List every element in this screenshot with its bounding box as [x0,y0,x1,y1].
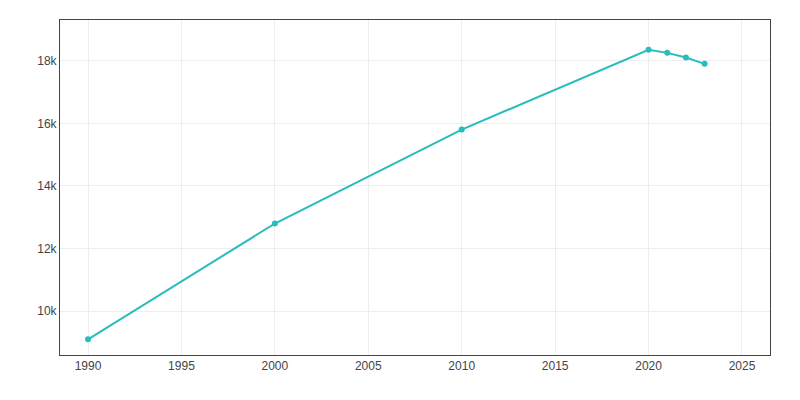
svg-text:1995: 1995 [168,359,195,373]
svg-text:2015: 2015 [542,359,569,373]
svg-text:2010: 2010 [448,359,475,373]
svg-text:2025: 2025 [729,359,756,373]
svg-text:1990: 1990 [75,359,102,373]
svg-text:10k: 10k [37,304,57,318]
svg-text:16k: 16k [37,117,57,131]
svg-text:12k: 12k [37,242,57,256]
svg-text:18k: 18k [37,54,57,68]
svg-text:2005: 2005 [355,359,382,373]
svg-text:14k: 14k [37,179,57,193]
svg-text:2020: 2020 [635,359,662,373]
svg-text:2000: 2000 [262,359,289,373]
